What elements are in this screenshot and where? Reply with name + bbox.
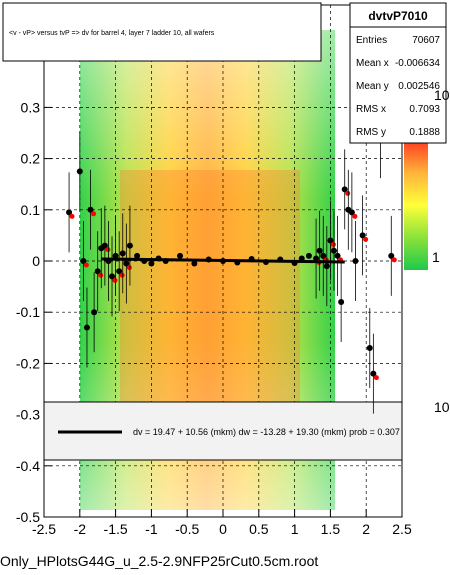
x-tick-label: 1.5 xyxy=(321,521,341,537)
profile-point-alt xyxy=(391,257,397,263)
stats-row-value: -0.006634 xyxy=(395,58,440,69)
stats-row-value: 70607 xyxy=(412,35,440,46)
profile-point xyxy=(123,260,130,267)
y-tick-label: 0.1 xyxy=(21,202,41,218)
profile-point xyxy=(87,206,94,213)
y-tick-label: 0 xyxy=(32,253,40,269)
profile-point-alt xyxy=(112,277,118,283)
y-tick-label: -0.5 xyxy=(16,509,40,525)
profile-point xyxy=(177,252,184,259)
profile-point xyxy=(313,255,320,262)
profile-point xyxy=(101,242,108,249)
profile-point xyxy=(134,252,141,259)
profile-point xyxy=(298,255,305,262)
profile-point-alt xyxy=(83,262,89,268)
x-tick-label: 1 xyxy=(291,521,299,537)
profile-point-alt xyxy=(126,265,132,271)
profile-point xyxy=(370,370,377,377)
profile-point-alt xyxy=(91,211,97,217)
profile-point-alt xyxy=(352,213,358,219)
profile-point xyxy=(83,324,90,331)
title-box: <v - vP> versus tvP => dv for barrel 4, … xyxy=(2,2,322,62)
profile-point xyxy=(119,250,126,257)
fit-legend-text: dv = 19.47 + 10.56 (mkm) dw = -13.28 + 1… xyxy=(133,427,400,437)
stats-box: dvtvP7010 Entries 70607 Mean x -0.006634 Mea… xyxy=(349,2,447,144)
profile-point xyxy=(320,252,327,259)
y-tick-label: 0.2 xyxy=(21,151,41,167)
stats-row-value: 0.7093 xyxy=(409,104,440,115)
y-tick-label: -0.1 xyxy=(16,304,40,320)
profile-points xyxy=(66,98,397,414)
x-tick-label: -0.5 xyxy=(175,521,199,537)
x-tick-label: 0.5 xyxy=(249,521,269,537)
profile-point-alt xyxy=(119,272,125,278)
profile-point xyxy=(112,252,119,259)
profile-point-alt xyxy=(105,247,111,253)
stats-name: dvtvP7010 xyxy=(368,9,428,23)
profile-point xyxy=(323,263,330,270)
x-tick-label: 2.5 xyxy=(392,521,412,537)
profile-point xyxy=(388,252,395,259)
fit-line xyxy=(101,257,345,264)
profile-point xyxy=(330,247,337,254)
profile-point-alt xyxy=(330,242,336,248)
fit-legend: dv = 19.47 + 10.56 (mkm) dw = -13.28 + 1… xyxy=(43,401,403,461)
profile-point xyxy=(352,258,359,264)
profile-point-alt xyxy=(363,236,369,242)
x-tick-label: 2 xyxy=(362,521,370,537)
x-tick-label: -2.5 xyxy=(32,521,56,537)
profile-point xyxy=(327,237,334,244)
profile-point xyxy=(191,260,198,267)
profile-point xyxy=(316,247,323,254)
y-tick-label: -0.3 xyxy=(16,407,40,423)
colorbar xyxy=(404,140,428,270)
y-tick-label: -0.2 xyxy=(16,355,40,371)
x-tick-label: -1.5 xyxy=(104,521,128,537)
profile-point xyxy=(109,273,116,280)
stats-row-label: RMS y xyxy=(356,127,386,138)
stats-row-value: 0.002546 xyxy=(398,81,440,92)
profile-point xyxy=(334,252,341,259)
profile-point xyxy=(66,209,73,216)
x-tick-label: -1 xyxy=(145,521,158,537)
y-tick-label: 0.3 xyxy=(21,99,41,115)
colorbar-label-top: 10 xyxy=(434,87,450,103)
profile-point-alt xyxy=(373,375,379,381)
profile-point xyxy=(148,260,155,267)
profile-point xyxy=(359,232,366,239)
colorbar-label-bottom: 10 xyxy=(434,399,450,415)
profile-point xyxy=(338,298,345,305)
profile-point-alt xyxy=(69,213,75,219)
profile-point-alt xyxy=(345,190,351,196)
axis-ticks: -2.5 -2 -1.5 -1 -0.5 0 0.5 1 1.5 2 2.5 -0.5 -0.4 -0.3… xyxy=(16,99,412,537)
profile-point xyxy=(116,268,123,275)
stats-row-value: 0.1888 xyxy=(409,127,440,138)
profile-point xyxy=(126,242,133,249)
profile-point xyxy=(76,168,83,175)
stats-row-label: Entries xyxy=(356,35,387,46)
profile-point xyxy=(80,258,87,264)
x-tick-label: 0 xyxy=(219,521,227,537)
footer-filename: Only_HPlotsG44G_u_2.5-2.9NFP25rCut0.5cm.… xyxy=(0,553,318,569)
stats-row-label: Mean y xyxy=(356,81,389,92)
profile-point xyxy=(366,345,373,352)
profile-point xyxy=(91,309,98,316)
colorbar-label-mid: 1 xyxy=(432,249,440,265)
profile-point xyxy=(94,268,101,275)
profile-point xyxy=(305,252,312,259)
y-tick-label: -0.4 xyxy=(16,458,40,474)
chart-title: <v - vP> versus tvP => dv for barrel 4, … xyxy=(9,30,215,37)
stats-row-label: Mean x xyxy=(356,58,389,69)
stats-row-label: RMS x xyxy=(356,104,386,115)
x-tick-label: -2 xyxy=(74,521,87,537)
profile-point xyxy=(348,209,355,216)
profile-point xyxy=(341,186,348,193)
profile-point-alt xyxy=(98,272,104,278)
